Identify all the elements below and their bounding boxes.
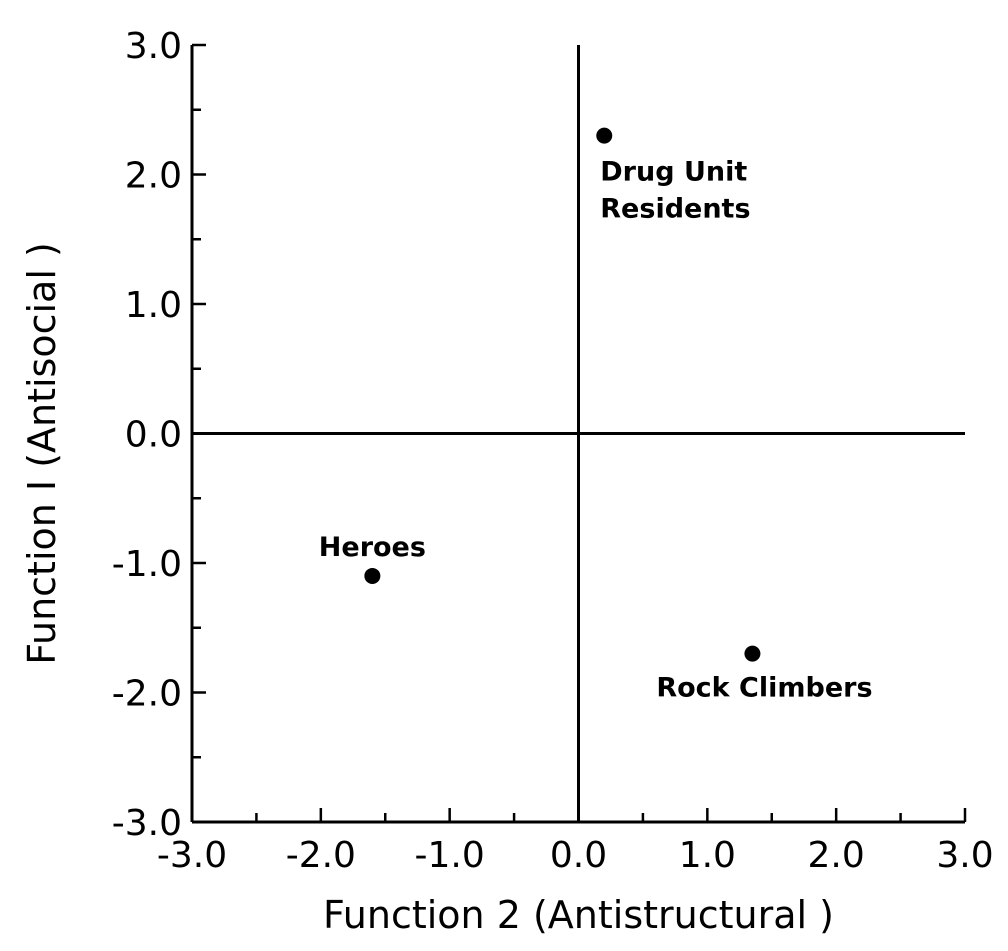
y-tick-label: 0.0: [125, 415, 182, 456]
x-axis: -3.0 -2.0 -1.0 0.0 1.0 2.0 3.0: [157, 808, 994, 876]
x-tick-label: 3.0: [936, 835, 993, 876]
y-tick-label: -1.0: [112, 544, 182, 585]
y-tick-label: -3.0: [112, 803, 182, 844]
x-tick-label: -2.0: [286, 835, 356, 876]
y-tick-label: 3.0: [125, 26, 182, 67]
x-tick-label: -1.0: [415, 835, 485, 876]
data-point-label: Drug Unit: [600, 157, 747, 188]
y-axis: 3.0 2.0 1.0 0.0 -1.0 -2.0 -3.0: [112, 26, 206, 844]
data-point-marker: [364, 567, 381, 584]
x-tick-label: 1.0: [679, 835, 736, 876]
x-tick-label: 0.0: [550, 835, 607, 876]
data-point-marker: [744, 645, 761, 662]
x-tick-label: -3.0: [157, 835, 227, 876]
y-tick-label: 2.0: [125, 156, 182, 197]
y-tick-label: -2.0: [112, 674, 182, 715]
data-point-marker: [596, 127, 613, 144]
data-point-label: Rock Climbers: [656, 673, 872, 704]
y-tick-label: 1.0: [125, 285, 182, 326]
data-point-label: Residents: [600, 194, 750, 225]
x-axis-title: Function 2 (Antistructural ): [323, 893, 834, 937]
x-tick-label: 2.0: [808, 835, 865, 876]
data-point-label: Heroes: [319, 532, 426, 563]
reference-lines: [192, 45, 965, 822]
y-axis-title: Function I (Antisocial ): [20, 242, 64, 665]
data-points: Drug Unit Residents Heroes Rock Climbers: [319, 127, 873, 704]
